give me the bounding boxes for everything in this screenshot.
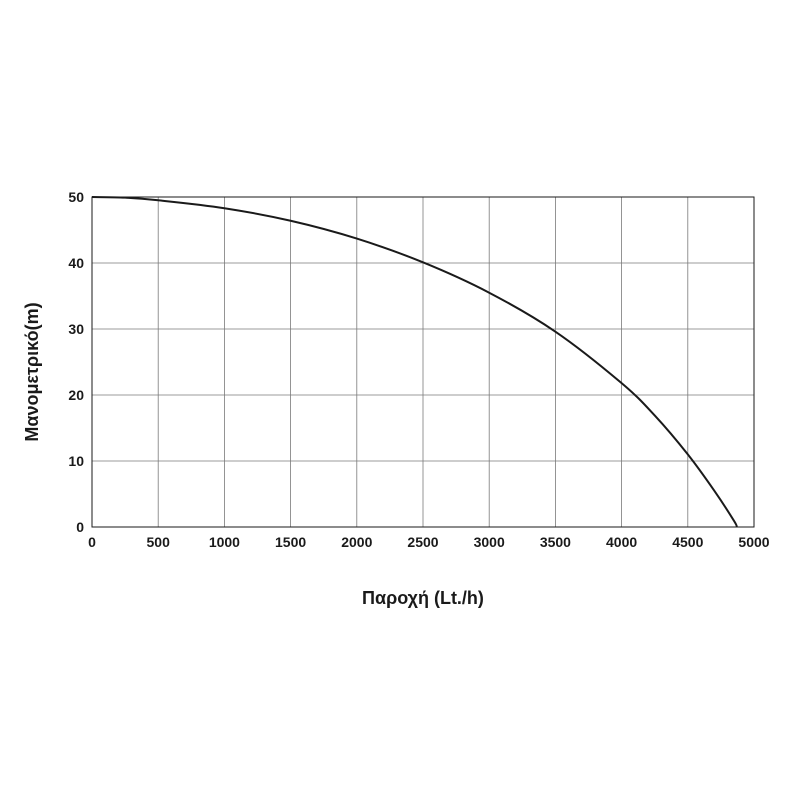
y-tick-label: 20 (68, 387, 84, 403)
series-line (91, 196, 738, 528)
y-tick-label: 0 (76, 519, 84, 535)
x-tick-label: 4500 (672, 534, 703, 550)
x-tick-labels: 0 500 1000 1500 2000 2500 3000 3500 4000 4500 5000 (88, 534, 770, 550)
grid (92, 197, 754, 527)
plot-frame (91, 196, 755, 528)
x-tick-label: 0 (88, 534, 96, 550)
x-axis-title: Παροχή (Lt./h) (362, 588, 484, 608)
y-tick-label: 30 (68, 321, 84, 337)
y-tick-label: 50 (68, 189, 84, 205)
x-tick-label: 2500 (407, 534, 438, 550)
x-tick-label: 5000 (738, 534, 769, 550)
x-tick-label: 500 (147, 534, 171, 550)
x-tick-label: 1500 (275, 534, 306, 550)
y-tick-label: 10 (68, 453, 84, 469)
y-tick-label: 40 (68, 255, 84, 271)
y-axis-title: Μανομετρικό(m) (22, 302, 42, 441)
y-tick-labels: 0 10 20 30 40 50 (68, 189, 84, 535)
x-tick-label: 2000 (341, 534, 372, 550)
x-tick-label: 4000 (606, 534, 637, 550)
x-tick-label: 1000 (209, 534, 240, 550)
x-tick-label: 3500 (540, 534, 571, 550)
x-tick-label: 3000 (474, 534, 505, 550)
